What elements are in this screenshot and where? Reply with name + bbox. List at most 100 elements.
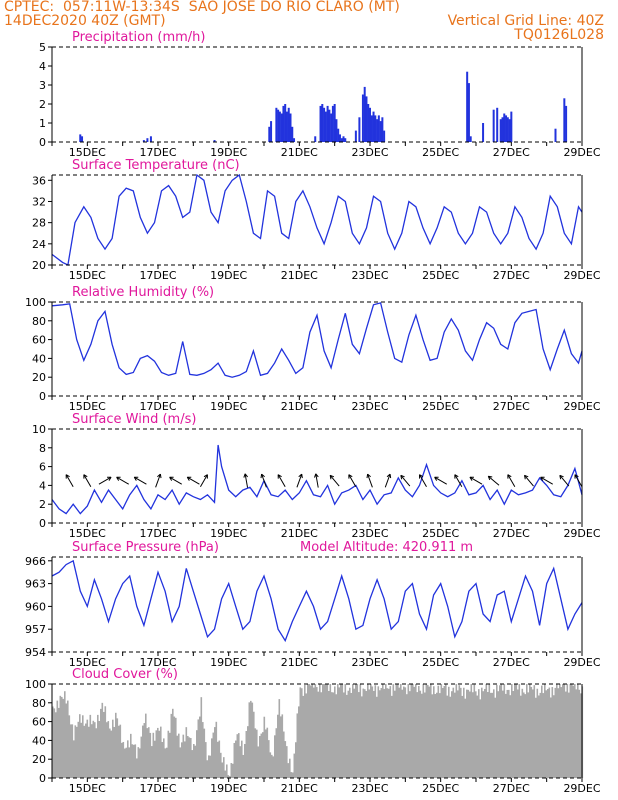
wind-arrow-head (329, 474, 335, 478)
wind-ytick-label: 2 (39, 498, 46, 511)
cloud-column (364, 689, 366, 778)
cloud-column (101, 702, 104, 778)
cloud-column (263, 716, 266, 778)
cloud-column (404, 687, 407, 778)
cloud-column (317, 691, 320, 778)
cloud-column (361, 696, 363, 778)
cloud-column (370, 684, 372, 778)
cloud-column (307, 684, 309, 778)
cloud-column (367, 684, 369, 778)
cloud-column (196, 730, 198, 778)
cloud-ytick-label: 80 (32, 697, 46, 710)
temp-title: Surface Temperature (nC) (72, 158, 240, 173)
cloud-column (488, 684, 491, 778)
cloud-column (293, 753, 296, 778)
cloud-column (58, 707, 60, 778)
pressure-title: Surface Pressure (hPa) (72, 540, 219, 555)
cloud-column (494, 697, 497, 778)
run-date: 14DEC2020 40Z (GMT) (4, 13, 166, 29)
precip-bar (79, 134, 82, 142)
wind-arrow-head (169, 476, 173, 481)
cloud-column (425, 684, 428, 778)
cloud-column (325, 684, 327, 778)
cloud-column (550, 697, 552, 778)
wind-arrow-shaft (187, 476, 200, 485)
cloud-column (274, 735, 276, 778)
cloud-column (493, 689, 495, 778)
cloud-column (181, 742, 183, 778)
precip-bar (213, 140, 216, 142)
cloud-column (191, 750, 194, 778)
cloud-column (506, 689, 509, 778)
cloud-column (251, 702, 254, 778)
wind-ytick-label: 8 (39, 442, 46, 455)
cloud-column (172, 708, 174, 778)
cloud-column (155, 730, 158, 778)
precip-date-label: 23DEC (351, 146, 388, 159)
cloud-column (332, 692, 335, 778)
cloud-column (146, 728, 149, 778)
wind-arrow (277, 474, 286, 488)
wind-ytick-label: 6 (39, 461, 46, 474)
cloud-column (184, 741, 186, 778)
cloud-column (359, 684, 362, 778)
precip-bar (275, 107, 278, 142)
cloud-column (149, 732, 152, 778)
cloud-column (473, 684, 476, 778)
temp-ytick-label: 32 (32, 195, 46, 208)
cloud-column (91, 724, 93, 778)
cloud-column (316, 687, 318, 778)
cloud-column (424, 692, 426, 778)
precip-bar (285, 111, 288, 142)
precip-bar (354, 130, 357, 142)
precip-bar (321, 104, 324, 142)
wind-arrow-shaft (83, 474, 92, 488)
cloud-column (215, 721, 218, 778)
cloud-column (571, 684, 573, 778)
cloud-column (197, 719, 200, 778)
cloud-column (139, 748, 141, 778)
wind-arrow (65, 474, 74, 488)
cloud-column (386, 688, 389, 778)
cloud-column (142, 725, 144, 778)
precip-bar (381, 117, 384, 142)
precip-bar (268, 126, 271, 142)
wind-arrow (169, 476, 182, 485)
cloud-column (151, 746, 153, 778)
cloud-column (53, 708, 56, 778)
cloud-column (59, 695, 62, 778)
cloud-column (389, 686, 392, 778)
temp-date-label: 17DEC (139, 269, 176, 282)
cloud-column (458, 685, 461, 778)
wind-arrow-head (400, 475, 403, 480)
cloud-column (227, 775, 230, 778)
wind-arrow (507, 474, 516, 488)
cloud-column (422, 684, 425, 778)
pressure-date-label: 15DEC (69, 656, 106, 669)
cloud-column (320, 692, 323, 778)
cloud-column (344, 684, 347, 778)
wind-arrow (366, 473, 373, 488)
precip-ytick-label: 0 (39, 136, 46, 149)
wind-arrow-head (203, 474, 208, 478)
cloud-column (77, 721, 80, 778)
cloud-column (530, 686, 533, 778)
precip-bar (323, 107, 326, 142)
wind-arrow-head (298, 473, 303, 478)
cloud-column (130, 733, 132, 778)
precip-bar (377, 115, 380, 142)
cloud-column (454, 692, 456, 778)
wind-arrow (400, 474, 411, 487)
rh-ytick-label: 40 (32, 352, 46, 365)
precip-bar (492, 109, 495, 142)
rh-date-label: 17DEC (139, 400, 176, 413)
cloud-column (331, 692, 333, 778)
wind-arrow-shaft (155, 473, 161, 488)
cloud-column (232, 763, 234, 778)
wind-ytick-label: 10 (32, 423, 46, 436)
cloud-column (349, 687, 351, 778)
wind-arrow (329, 474, 340, 487)
precip-bar (314, 136, 317, 142)
cloud-column (55, 712, 57, 778)
cloud-column (362, 688, 365, 778)
